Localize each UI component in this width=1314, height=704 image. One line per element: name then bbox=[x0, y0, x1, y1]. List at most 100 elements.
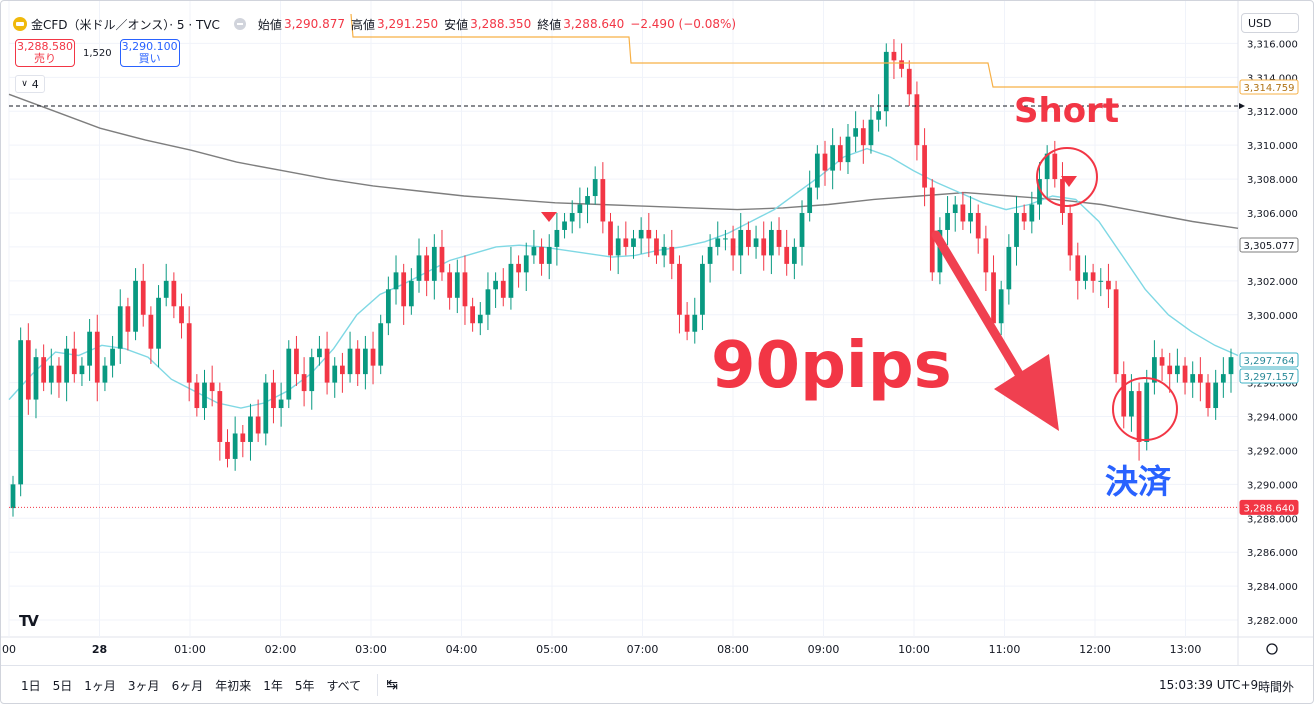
price-axis[interactable]: 3,316.000 3,314.000 3,312.000 3,310.000 3,30… bbox=[1239, 39, 1299, 627]
date-range-icon[interactable]: ↹ bbox=[386, 677, 398, 693]
price-tick-label: 3,314.000 bbox=[1247, 73, 1298, 84]
candle-body bbox=[707, 246, 713, 264]
range-button[interactable]: 1日 bbox=[21, 678, 41, 693]
candle-body bbox=[945, 213, 950, 230]
candle-body bbox=[899, 60, 904, 69]
candle-body bbox=[769, 229, 774, 256]
session-status[interactable]: 時間外 bbox=[1258, 680, 1295, 694]
candle-body bbox=[585, 196, 590, 205]
range-button[interactable]: 5年 bbox=[294, 678, 315, 693]
time-tick-label: 09:00 bbox=[808, 643, 840, 656]
candle-body bbox=[186, 323, 192, 383]
candle-body bbox=[891, 51, 897, 61]
spread-value: 1,520 bbox=[83, 47, 112, 59]
range-button[interactable]: 3ヶ月 bbox=[127, 678, 160, 693]
indicator-count: 4 bbox=[31, 77, 39, 91]
candle-body bbox=[240, 433, 246, 442]
range-button[interactable]: すべて bbox=[326, 678, 362, 693]
symbol-title[interactable]: 金CFD（米ドル／オンス）· 5 · TVC bbox=[31, 17, 220, 32]
candle-body bbox=[424, 255, 430, 281]
candle-body bbox=[998, 289, 1004, 324]
candle-body bbox=[87, 331, 92, 366]
time-tick-label: 01:00 bbox=[174, 643, 206, 656]
candle-body bbox=[592, 179, 598, 197]
time-tick-label: 12:00 bbox=[1079, 643, 1111, 656]
range-button[interactable]: 1年 bbox=[263, 678, 283, 693]
buy-button[interactable]: 3,290.100 買い bbox=[119, 39, 180, 67]
candle-body bbox=[746, 229, 751, 247]
range-button[interactable]: 1ヶ月 bbox=[84, 678, 116, 693]
range-button[interactable]: 5日 bbox=[52, 678, 73, 693]
candle-body bbox=[401, 272, 407, 307]
candle-body bbox=[324, 348, 330, 383]
price-tick-label: 3,306.000 bbox=[1247, 209, 1298, 220]
candle-body bbox=[814, 153, 820, 188]
sell-button[interactable]: 3,288.580 売り bbox=[15, 39, 75, 67]
candle-body bbox=[500, 280, 506, 298]
candle-body bbox=[56, 365, 62, 383]
candle-body bbox=[278, 399, 284, 409]
price-label-text: 3,297.764 bbox=[1244, 356, 1295, 367]
candle-body bbox=[454, 272, 460, 298]
candle-body bbox=[960, 204, 966, 222]
candle-body bbox=[723, 238, 728, 240]
candle-body bbox=[860, 128, 866, 146]
candle-body bbox=[202, 382, 207, 409]
candle-body bbox=[1167, 365, 1173, 375]
sell-signal-marker bbox=[541, 212, 557, 222]
candle-body bbox=[194, 382, 200, 409]
collapse-icon[interactable] bbox=[233, 18, 246, 30]
candle-body bbox=[493, 280, 498, 290]
candle-body bbox=[363, 348, 368, 375]
candle-body bbox=[209, 382, 215, 392]
range-button[interactable]: 6ヶ月 bbox=[171, 678, 204, 693]
candle-body bbox=[25, 340, 31, 400]
candle-body bbox=[332, 365, 338, 383]
level-line-layer bbox=[350, 13, 1238, 88]
time-axis[interactable]: 00 28 01:00 02:00 03:00 04:00 05:00 07:00 08:00 0… bbox=[2, 643, 1278, 656]
candle-body bbox=[1006, 246, 1012, 290]
high-label: 高値 bbox=[351, 17, 376, 32]
gold-coin-icon bbox=[13, 17, 27, 31]
indicators-toggle[interactable]: ∨ 4 bbox=[15, 75, 45, 93]
time-tick-label: 28 bbox=[92, 643, 107, 656]
candle-body bbox=[631, 238, 636, 247]
price-tick-label: 3,292.000 bbox=[1247, 446, 1298, 457]
down-arrow-shaft bbox=[931, 230, 1036, 399]
candle-body bbox=[416, 255, 422, 281]
annotation-settle: 決済 bbox=[1105, 462, 1171, 501]
currency-select[interactable]: USD bbox=[1241, 13, 1299, 33]
candle-body bbox=[700, 263, 705, 315]
candle-body bbox=[317, 348, 322, 358]
price-chart[interactable]: 3,316.000 3,314.000 3,312.000 3,310.000 3,30… bbox=[1, 1, 1313, 665]
candle-body bbox=[1014, 213, 1019, 247]
candle-body bbox=[1144, 382, 1150, 442]
candle-body bbox=[615, 238, 621, 256]
settings-icon bbox=[1266, 643, 1278, 655]
candle-body bbox=[929, 187, 935, 273]
candle-body bbox=[1197, 374, 1203, 383]
candle-body bbox=[730, 238, 736, 256]
chevron-down-icon: ∨ bbox=[21, 79, 28, 89]
candle-body bbox=[937, 229, 943, 273]
price-tick-label: 3,296.000 bbox=[1247, 379, 1298, 390]
candle-body bbox=[1106, 280, 1111, 290]
candle-body bbox=[1136, 391, 1142, 442]
candle-body bbox=[1052, 153, 1058, 180]
sell-price: 3,288.580 bbox=[17, 40, 73, 53]
candle-body bbox=[340, 365, 345, 375]
price-label-box bbox=[1239, 79, 1299, 95]
candle-body bbox=[562, 221, 567, 230]
candle-body bbox=[608, 221, 613, 256]
low-label: 安値 bbox=[444, 17, 469, 32]
candle-body bbox=[922, 145, 927, 188]
bottom-toolbar: 1日 5日 1ヶ月 3ヶ月 6ヶ月 年初来 1年 5年 すべて ↹ 15:03:… bbox=[1, 665, 1313, 703]
price-tick-label: 3,302.000 bbox=[1247, 277, 1298, 288]
price-label-text: 3,314.759 bbox=[1244, 83, 1295, 94]
candle-body bbox=[669, 246, 675, 264]
high-value: 3,291.250 bbox=[377, 17, 439, 31]
candle-body bbox=[355, 348, 361, 375]
candle-body bbox=[1121, 374, 1127, 417]
candle-body bbox=[1152, 357, 1157, 383]
range-button[interactable]: 年初来 bbox=[215, 678, 252, 693]
